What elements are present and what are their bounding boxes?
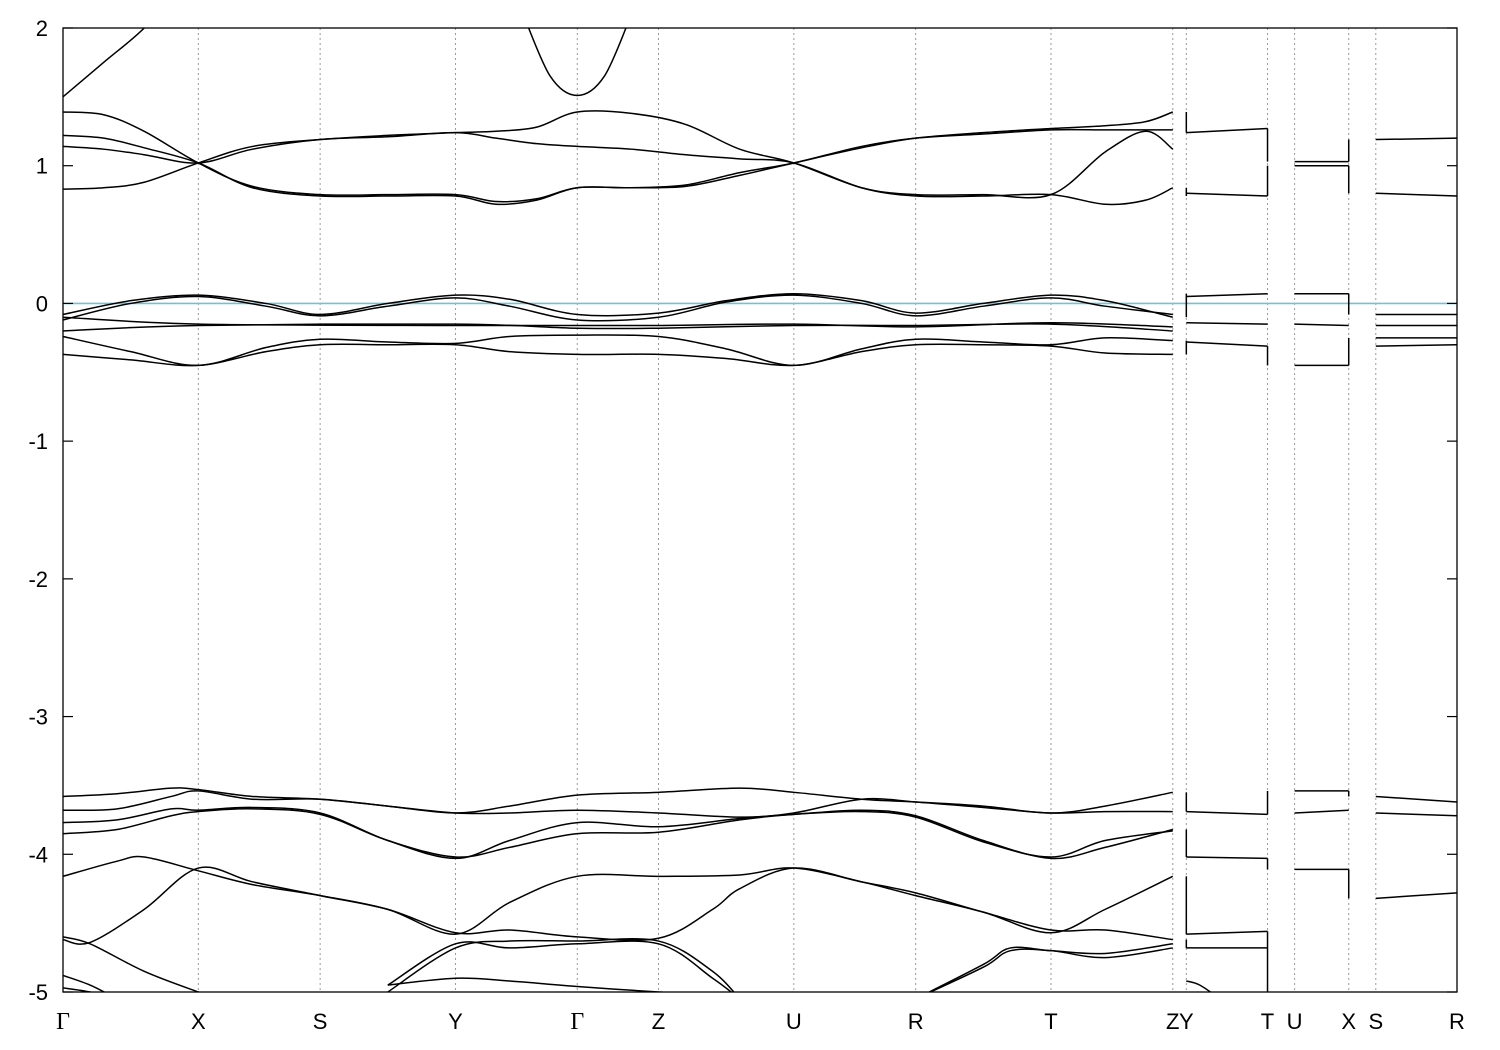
- y-tick-label: -3: [28, 705, 48, 730]
- band-line: [1375, 812, 1457, 817]
- y-tick-label: -2: [28, 567, 48, 592]
- kpoint-label: S: [313, 1009, 328, 1034]
- band-line: [928, 947, 1173, 992]
- band-line: [1186, 980, 1212, 992]
- y-tick-label: -1: [28, 429, 48, 454]
- kpoint-label: R: [1449, 1009, 1465, 1034]
- band-line: [527, 28, 627, 97]
- y-tick-label: -5: [28, 980, 48, 1005]
- kpoint-label: R: [908, 1009, 924, 1034]
- band-line: [63, 806, 1173, 860]
- band-line: [1375, 192, 1457, 197]
- kpoint-label: S: [1368, 1009, 1383, 1034]
- band-line: [1186, 810, 1268, 816]
- kpoint-label: Γ: [570, 1009, 584, 1035]
- plot-frame: [62, 27, 1458, 993]
- y-tick-label: -4: [28, 842, 48, 867]
- band-line: [1186, 192, 1268, 197]
- band-line: [63, 293, 1173, 318]
- kpoint-label: U: [786, 1009, 802, 1034]
- band-line: [63, 855, 1174, 935]
- kpoint-label: T: [1044, 1009, 1057, 1034]
- kpoint-label: X: [1341, 1009, 1356, 1034]
- bands-group: [63, 28, 1457, 992]
- band-line: [63, 974, 106, 992]
- y-tick-label: 2: [36, 16, 48, 41]
- band-line: [387, 938, 735, 992]
- band-line: [63, 334, 1173, 367]
- band-line: [1186, 293, 1268, 298]
- band-line: [63, 790, 1173, 818]
- band-line: [1294, 809, 1349, 814]
- band-line: [387, 940, 733, 992]
- y-tick-label: 0: [36, 291, 48, 316]
- kpoint-label: Y: [448, 1009, 463, 1034]
- kpoint-label: T: [1261, 1009, 1274, 1034]
- band-line: [63, 28, 146, 98]
- band-line: [63, 110, 1174, 199]
- band-line: [1186, 321, 1268, 325]
- band-line: [1375, 795, 1457, 803]
- band-line: [63, 316, 1173, 328]
- band-line: [63, 343, 1173, 367]
- kpoint-label: X: [191, 1009, 206, 1034]
- band-line: [63, 128, 1173, 206]
- band-line: [1186, 856, 1268, 860]
- band-line: [63, 936, 201, 992]
- band-line: [1375, 137, 1457, 141]
- band-line: [63, 987, 94, 992]
- band-line: [63, 131, 1174, 206]
- kpoint-label: U: [1287, 1009, 1303, 1034]
- band-line: [63, 808, 1173, 858]
- band-line: [1375, 892, 1457, 900]
- kpoint-label: Γ: [56, 1009, 70, 1035]
- band-line: [387, 977, 673, 992]
- band-line: [1186, 341, 1268, 347]
- kpoint-label: Z: [652, 1009, 665, 1034]
- band-line: [63, 787, 1173, 814]
- band-line: [1375, 343, 1457, 347]
- y-tick-label: 1: [36, 154, 48, 179]
- kpoint-label: Z: [1166, 1009, 1179, 1034]
- kpoint-label: Y: [1179, 1009, 1194, 1034]
- band-line: [1294, 323, 1349, 327]
- band-line: [927, 943, 1173, 992]
- band-line: [1186, 127, 1268, 134]
- band-line: [63, 294, 1173, 322]
- band-line: [1186, 930, 1268, 935]
